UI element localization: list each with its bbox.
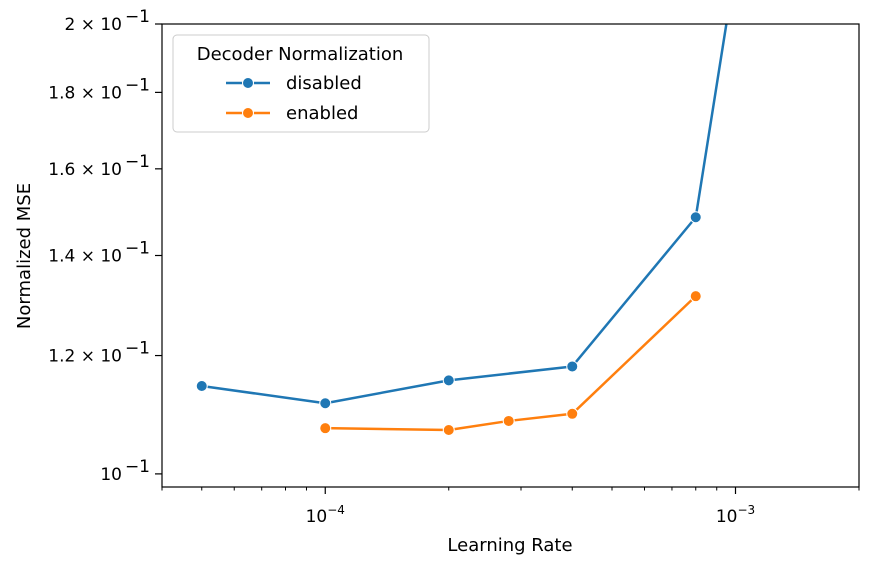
y-tick-label: 1.6 × 10 bbox=[48, 160, 122, 180]
data-point-disabled bbox=[689, 211, 702, 224]
series-line-disabled bbox=[201, 24, 728, 405]
data-point-enabled bbox=[319, 422, 332, 435]
data-point-disabled bbox=[442, 374, 455, 387]
legend-title: Decoder Normalization bbox=[197, 44, 404, 65]
x-tick-label: 10−3 bbox=[716, 503, 755, 527]
y-tick-label: 1.2 × 10 bbox=[48, 347, 122, 367]
y-tick-exponent: −1 bbox=[125, 75, 150, 95]
series-layer bbox=[195, 24, 728, 436]
data-point-disabled bbox=[319, 397, 332, 410]
data-point-enabled bbox=[566, 407, 579, 420]
x-axis-label: Learning Rate bbox=[447, 535, 572, 556]
series-line-enabled bbox=[325, 295, 697, 432]
legend: Decoder Normalization disabled enabled bbox=[172, 34, 430, 133]
y-axis-label: Normalized MSE bbox=[14, 183, 35, 329]
legend-marker-enabled bbox=[242, 107, 254, 119]
legend-marker-disabled bbox=[242, 77, 254, 89]
legend-label-enabled: enabled bbox=[286, 103, 358, 124]
x-tick-label: 10−4 bbox=[306, 503, 345, 527]
legend-box bbox=[172, 34, 430, 133]
y-tick-exponent: −1 bbox=[125, 339, 150, 359]
data-point-disabled bbox=[195, 380, 208, 393]
x-axis-ticks: 10−4 10−3 bbox=[306, 487, 755, 527]
data-point-enabled bbox=[689, 290, 702, 303]
y-tick-label: 1.4 × 10 bbox=[48, 247, 122, 267]
y-axis-ticks: 10 −11.2 × 10 −11.4 × 10 −11.6 × 10 −11.8 × … bbox=[48, 7, 162, 485]
y-tick-label: 1.8 × 10 bbox=[48, 83, 122, 103]
plot-area-frame bbox=[161, 23, 860, 488]
y-tick-label: 2 × 10 bbox=[65, 15, 123, 35]
data-point-disabled bbox=[566, 360, 579, 373]
data-point-enabled bbox=[502, 414, 515, 427]
y-tick-exponent: −1 bbox=[125, 457, 150, 477]
y-tick-label: 10 bbox=[100, 465, 122, 485]
data-point-enabled bbox=[442, 423, 455, 436]
y-tick-exponent: −1 bbox=[125, 152, 150, 172]
y-tick-exponent: −1 bbox=[125, 7, 150, 27]
y-tick-exponent: −1 bbox=[125, 239, 150, 259]
legend-label-disabled: disabled bbox=[286, 73, 362, 94]
